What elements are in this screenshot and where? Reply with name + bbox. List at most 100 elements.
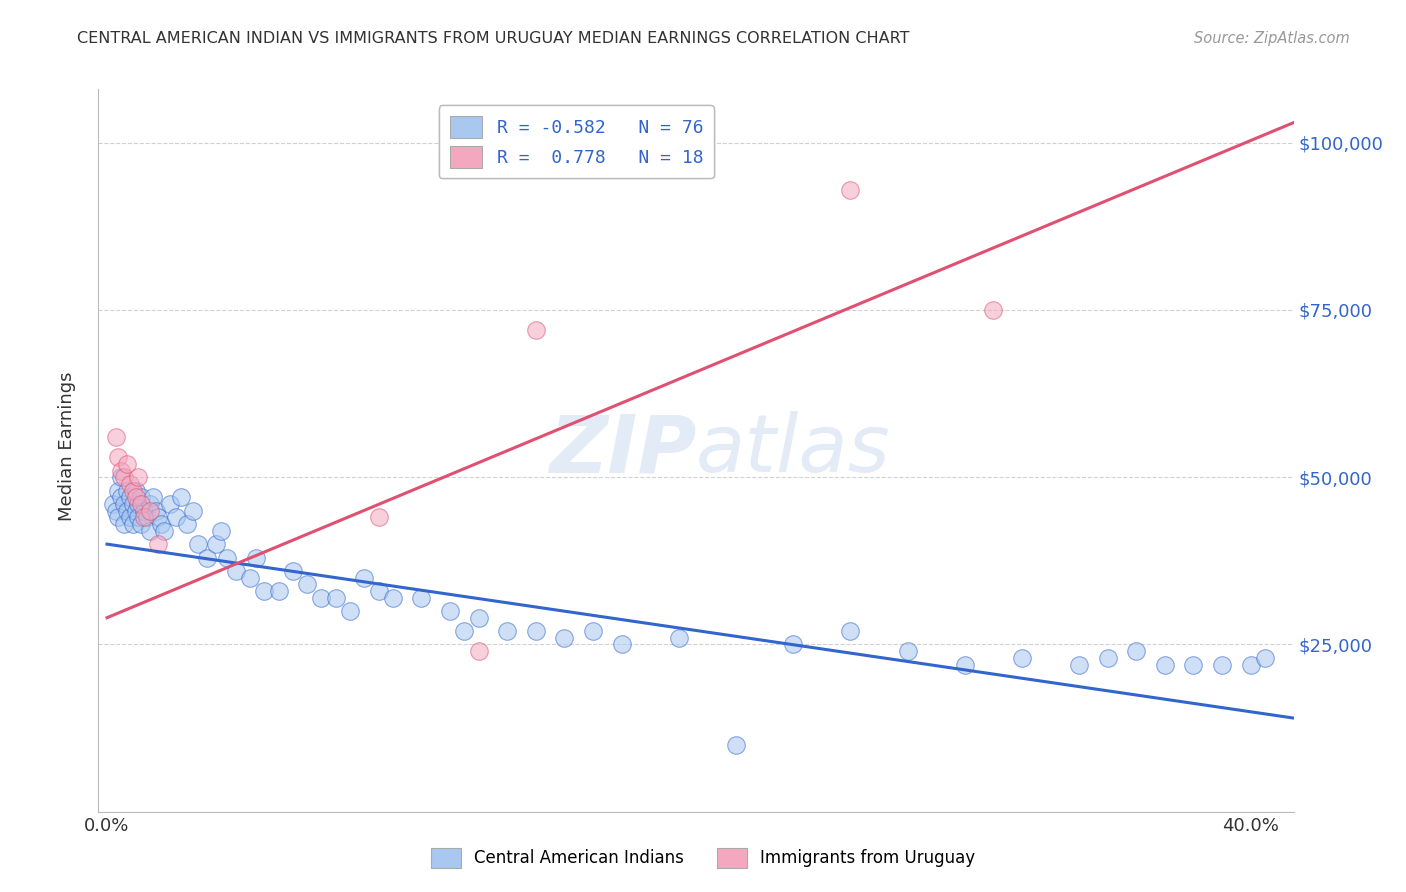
Point [170,491,193,505]
Point [311,591,333,605]
Point [524,624,547,639]
Point [981,303,1004,318]
Point [112,470,135,484]
Point [668,631,690,645]
Point [136,510,159,524]
Point [1011,651,1033,665]
Point [839,624,862,639]
Point [110,491,132,505]
Point [107,450,129,464]
Point [112,517,135,532]
Point [107,510,129,524]
Point [134,510,156,524]
Point [150,517,173,532]
Point [339,604,361,618]
Point [610,637,633,651]
Point [839,182,862,196]
Point [367,584,389,599]
Point [127,470,149,484]
Point [124,483,146,498]
Point [253,584,276,599]
Point [142,491,165,505]
Legend: Central American Indians, Immigrants from Uruguay: Central American Indians, Immigrants fro… [423,841,983,875]
Point [112,497,135,511]
Text: ZIP: ZIP [548,411,696,490]
Point [1254,651,1277,665]
Point [131,517,153,532]
Point [165,510,187,524]
Point [115,457,138,471]
Point [159,497,181,511]
Point [127,510,149,524]
Point [467,611,489,625]
Point [124,491,146,505]
Text: CENTRAL AMERICAN INDIAN VS IMMIGRANTS FROM URUGUAY MEDIAN EARNINGS CORRELATION C: CENTRAL AMERICAN INDIAN VS IMMIGRANTS FR… [77,31,910,46]
Point [118,491,141,505]
Point [245,550,267,565]
Point [176,517,198,532]
Point [115,503,138,517]
Point [281,564,304,578]
Point [1097,651,1119,665]
Point [1067,657,1090,672]
Point [225,564,247,578]
Point [411,591,433,605]
Point [367,510,389,524]
Point [187,537,209,551]
Point [153,524,176,538]
Text: Median Earnings: Median Earnings [59,371,76,521]
Point [582,624,605,639]
Point [139,503,162,517]
Point [107,483,129,498]
Point [104,430,127,444]
Point [139,524,162,538]
Point [267,584,290,599]
Point [496,624,519,639]
Point [148,537,170,551]
Point [131,497,153,511]
Point [131,491,153,505]
Point [381,591,404,605]
Point [782,637,804,651]
Point [217,550,239,565]
Point [118,510,141,524]
Point [524,323,547,337]
Point [295,577,318,591]
Point [148,510,170,524]
Point [115,483,138,498]
Point [896,644,918,658]
Point [118,476,141,491]
Point [724,738,747,752]
Point [204,537,226,551]
Point [1182,657,1205,672]
Point [195,550,218,565]
Point [139,497,162,511]
Point [110,470,132,484]
Point [181,503,204,517]
Point [325,591,347,605]
Point [134,503,156,517]
Point [145,503,167,517]
Point [121,517,143,532]
Point [1211,657,1233,672]
Text: atlas: atlas [696,411,891,490]
Point [467,644,489,658]
Point [953,657,976,672]
Point [553,631,575,645]
Point [1239,657,1261,672]
Point [1125,644,1147,658]
Point [110,464,132,478]
Point [453,624,475,639]
Point [1153,657,1175,672]
Point [124,503,146,517]
Text: Source: ZipAtlas.com: Source: ZipAtlas.com [1194,31,1350,46]
Point [209,524,232,538]
Point [353,571,375,585]
Point [121,497,143,511]
Point [239,571,262,585]
Point [121,483,143,498]
Point [101,497,124,511]
Point [127,497,149,511]
Point [439,604,461,618]
Legend: R = -0.582   N = 76, R =  0.778   N = 18: R = -0.582 N = 76, R = 0.778 N = 18 [439,105,714,178]
